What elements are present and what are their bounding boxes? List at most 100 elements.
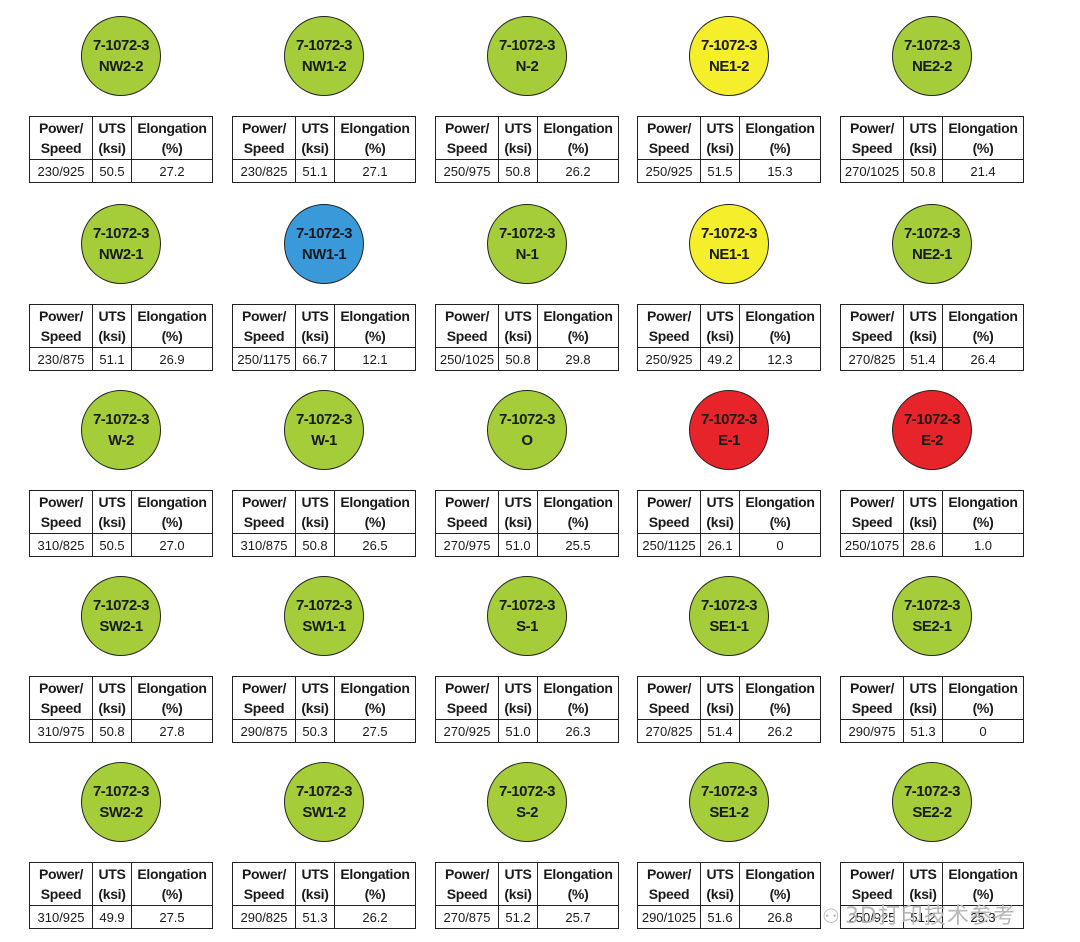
sample-table: Power/Speed UTS (ksi) Elongation (%) 290/975 5… bbox=[840, 676, 1024, 743]
sample-table: Power/Speed UTS (ksi) Elongation (%) 310/875 5… bbox=[232, 490, 416, 557]
sample-id-line2: NE1-2 bbox=[708, 58, 750, 75]
sample-id-line1: 7-1072-3 bbox=[700, 783, 758, 800]
elongation-header-line2: (%) bbox=[161, 886, 183, 902]
uts-header: UTS (ksi) bbox=[700, 116, 740, 160]
uts-header: UTS (ksi) bbox=[498, 862, 538, 906]
power-speed-header-line1: Power/ bbox=[646, 866, 692, 882]
sample-id-line2: NW2-2 bbox=[98, 58, 144, 75]
table-header-row: Power/Speed UTS (ksi) Elongation (%) bbox=[840, 304, 1024, 348]
sample-table: Power/Speed UTS (ksi) Elongation (%) 310/975 5… bbox=[29, 676, 213, 743]
sample-id-line2: E-1 bbox=[718, 432, 740, 449]
table-row: 250/1025 50.8 29.8 bbox=[435, 347, 619, 371]
sample-id-circle: 7-1072-3 NW2-2 bbox=[81, 16, 161, 96]
sample-table: Power/Speed UTS (ksi) Elongation (%) 230/825 5… bbox=[232, 116, 416, 183]
power-speed-header: Power/Speed bbox=[637, 676, 701, 720]
uts-value: 50.5 bbox=[92, 159, 132, 183]
power-speed-header-line2: Speed bbox=[851, 700, 893, 716]
uts-header: UTS (ksi) bbox=[295, 862, 335, 906]
sample-id-line1: 7-1072-3 bbox=[903, 225, 961, 242]
elongation-header-line1: Elongation bbox=[948, 308, 1018, 324]
power-speed-header-line2: Speed bbox=[851, 514, 893, 530]
sample-cell: 7-1072-3 SE2-1 Power/Speed UTS (ksi) Elongati… bbox=[840, 576, 1026, 756]
elongation-header-line1: Elongation bbox=[745, 866, 815, 882]
power-speed-value: 230/825 bbox=[232, 159, 296, 183]
uts-header-line1: UTS bbox=[98, 120, 126, 136]
uts-header-line1: UTS bbox=[98, 308, 126, 324]
elongation-header-line2: (%) bbox=[769, 886, 791, 902]
sample-id-circle: 7-1072-3 NE2-2 bbox=[892, 16, 972, 96]
uts-value: 50.8 bbox=[92, 719, 132, 743]
uts-header-line1: UTS bbox=[301, 494, 329, 510]
power-speed-header: Power/Speed bbox=[29, 116, 93, 160]
uts-header-line1: UTS bbox=[301, 308, 329, 324]
table-row: 270/925 51.0 26.3 bbox=[435, 719, 619, 743]
elongation-header-line2: (%) bbox=[972, 514, 994, 530]
power-speed-header-line1: Power/ bbox=[444, 680, 490, 696]
power-speed-header-line1: Power/ bbox=[849, 494, 895, 510]
sample-id-circle: 7-1072-3 SW2-1 bbox=[81, 576, 161, 656]
elongation-value: 21.4 bbox=[942, 159, 1024, 183]
power-speed-header: Power/Speed bbox=[29, 490, 93, 534]
watermark-text: 3D打印技术参考 bbox=[844, 904, 1016, 929]
uts-value: 51.3 bbox=[903, 719, 943, 743]
table-header-row: Power/Speed UTS (ksi) Elongation (%) bbox=[232, 862, 416, 906]
table-header-row: Power/Speed UTS (ksi) Elongation (%) bbox=[29, 490, 213, 534]
uts-header: UTS (ksi) bbox=[92, 304, 132, 348]
sample-id-line1: 7-1072-3 bbox=[295, 225, 353, 242]
power-speed-header: Power/Speed bbox=[29, 304, 93, 348]
sample-id-circle: 7-1072-3 W-1 bbox=[284, 390, 364, 470]
power-speed-value: 250/925 bbox=[840, 905, 904, 929]
elongation-header: Elongation (%) bbox=[739, 116, 821, 160]
uts-header-line1: UTS bbox=[706, 308, 734, 324]
table-row: 250/975 50.8 26.2 bbox=[435, 159, 619, 183]
sample-id-line1: 7-1072-3 bbox=[903, 37, 961, 54]
table-header-row: Power/Speed UTS (ksi) Elongation (%) bbox=[29, 862, 213, 906]
table-row: 290/975 51.3 0 bbox=[840, 719, 1024, 743]
uts-header-line2: (ksi) bbox=[301, 140, 329, 156]
sample-cell: 7-1072-3 NE1-1 Power/Speed UTS (ksi) Elongati… bbox=[637, 204, 823, 384]
table-row: 310/875 50.8 26.5 bbox=[232, 533, 416, 557]
uts-header-line1: UTS bbox=[98, 680, 126, 696]
sample-id-line2: O bbox=[521, 432, 533, 449]
elongation-header-line1: Elongation bbox=[543, 308, 613, 324]
uts-header: UTS (ksi) bbox=[700, 676, 740, 720]
power-speed-header: Power/Speed bbox=[637, 116, 701, 160]
sample-table: Power/Speed UTS (ksi) Elongation (%) 270/825 5… bbox=[840, 304, 1024, 371]
uts-header-line1: UTS bbox=[504, 866, 532, 882]
elongation-header-line1: Elongation bbox=[543, 680, 613, 696]
uts-header: UTS (ksi) bbox=[498, 676, 538, 720]
power-speed-value: 270/825 bbox=[840, 347, 904, 371]
sample-id-circle: 7-1072-3 SE2-2 bbox=[892, 762, 972, 842]
sample-table: Power/Speed UTS (ksi) Elongation (%) 230/875 5… bbox=[29, 304, 213, 371]
sample-cell: 7-1072-3 SW1-1 Power/Speed UTS (ksi) Elongati… bbox=[232, 576, 418, 756]
uts-header-line1: UTS bbox=[301, 866, 329, 882]
uts-header-line1: UTS bbox=[909, 120, 937, 136]
elongation-header-line2: (%) bbox=[567, 514, 589, 530]
elongation-header-line1: Elongation bbox=[745, 120, 815, 136]
elongation-header-line2: (%) bbox=[567, 700, 589, 716]
elongation-header: Elongation (%) bbox=[131, 304, 213, 348]
sample-id-line2: E-2 bbox=[921, 432, 943, 449]
table-header-row: Power/Speed UTS (ksi) Elongation (%) bbox=[435, 304, 619, 348]
power-speed-header-line1: Power/ bbox=[444, 866, 490, 882]
sample-id-circle: 7-1072-3 NE2-1 bbox=[892, 204, 972, 284]
uts-header: UTS (ksi) bbox=[498, 304, 538, 348]
elongation-header: Elongation (%) bbox=[739, 862, 821, 906]
sample-cell: 7-1072-3 E-2 Power/Speed UTS (ksi) Elongation… bbox=[840, 390, 1026, 570]
power-speed-header: Power/Speed bbox=[435, 116, 499, 160]
power-speed-header: Power/Speed bbox=[232, 304, 296, 348]
sample-id-line1: 7-1072-3 bbox=[92, 225, 150, 242]
power-speed-header-line2: Speed bbox=[648, 328, 690, 344]
power-speed-value: 290/975 bbox=[840, 719, 904, 743]
sample-id-line2: NE2-1 bbox=[911, 246, 953, 263]
power-speed-header-line1: Power/ bbox=[38, 680, 84, 696]
sample-id-line2: NW2-1 bbox=[98, 246, 144, 263]
table-header-row: Power/Speed UTS (ksi) Elongation (%) bbox=[435, 862, 619, 906]
table-row: 310/825 50.5 27.0 bbox=[29, 533, 213, 557]
sample-id-line1: 7-1072-3 bbox=[295, 597, 353, 614]
elongation-header: Elongation (%) bbox=[537, 862, 619, 906]
uts-header: UTS (ksi) bbox=[700, 304, 740, 348]
elongation-header-line2: (%) bbox=[567, 886, 589, 902]
elongation-header: Elongation (%) bbox=[739, 304, 821, 348]
sample-id-line2: SE1-2 bbox=[709, 804, 749, 821]
